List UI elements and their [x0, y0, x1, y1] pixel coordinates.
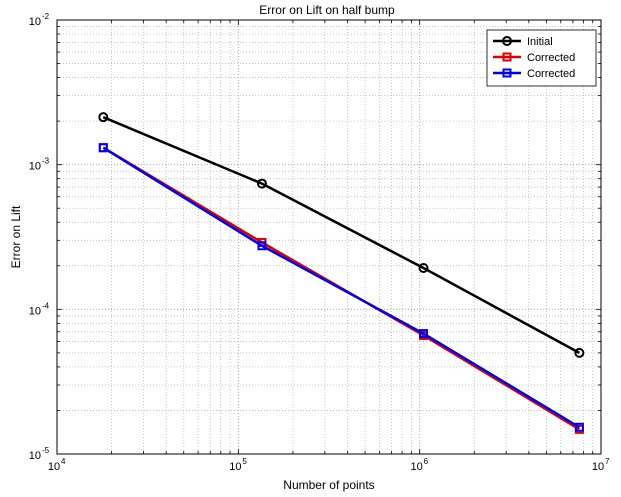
- data-point: [257, 241, 267, 251]
- x-tick-base: 10: [592, 461, 604, 473]
- data-point: [419, 329, 429, 339]
- x-tick-label: 10 6: [411, 457, 429, 473]
- data-point: [418, 263, 429, 274]
- data-point: [256, 178, 267, 189]
- y-tick-label: 10 -2: [29, 12, 50, 28]
- plot-area-frame: [56, 19, 602, 455]
- data-point: [574, 422, 584, 432]
- x-tick-exponent: 4: [61, 457, 66, 466]
- y-tick-base: 10: [29, 450, 41, 462]
- y-tick-exponent: -4: [42, 301, 50, 310]
- x-tick-exponent: 7: [605, 457, 610, 466]
- y-tick-exponent: -5: [42, 446, 50, 455]
- y-axis-label: Error on Lift: [9, 205, 23, 268]
- x-tick-base: 10: [229, 461, 241, 473]
- ticks: 10 4 10 5 10 6 10 710 -510 -410 -310 -2: [29, 12, 610, 473]
- legend-label: Corrected: [527, 68, 575, 80]
- x-tick-label: 10 4: [48, 457, 66, 473]
- series-group: [98, 112, 585, 434]
- y-tick-label: 10 -3: [29, 157, 50, 173]
- y-tick-exponent: -3: [42, 157, 50, 166]
- legend: Initial Corrected Corrected: [486, 29, 597, 87]
- y-tick-base: 10: [29, 161, 41, 173]
- series-line: [102, 116, 580, 354]
- y-tick-label: 10 -5: [29, 446, 50, 462]
- x-tick-label: 10 5: [229, 457, 247, 473]
- legend-item: Initial: [493, 36, 553, 48]
- x-tick-exponent: 6: [424, 457, 429, 466]
- series-line: [102, 146, 581, 429]
- data-point: [98, 112, 109, 123]
- data-point: [98, 143, 108, 153]
- y-tick-exponent: -2: [42, 12, 50, 21]
- series-1: [98, 112, 585, 358]
- data-point: [574, 347, 585, 358]
- x-tick-exponent: 5: [242, 457, 247, 466]
- x-tick-label: 10 7: [592, 457, 610, 473]
- legend-item: Corrected: [493, 52, 575, 64]
- grid: [57, 20, 601, 454]
- legend-item: Corrected: [493, 68, 575, 80]
- legend-label: Initial: [527, 36, 553, 48]
- chart-title: Error on Lift on half bump: [259, 3, 395, 17]
- legend-label: Corrected: [527, 52, 575, 64]
- x-tick-base: 10: [48, 461, 60, 473]
- x-tick-base: 10: [411, 461, 423, 473]
- y-tick-base: 10: [29, 305, 41, 317]
- x-axis-label: Number of points: [283, 478, 374, 492]
- y-tick-label: 10 -4: [29, 301, 50, 317]
- legend-marker: [502, 68, 512, 78]
- y-tick-base: 10: [29, 16, 41, 28]
- series-3: [98, 143, 584, 432]
- legend-marker: [502, 36, 512, 46]
- legend-marker: [502, 52, 512, 62]
